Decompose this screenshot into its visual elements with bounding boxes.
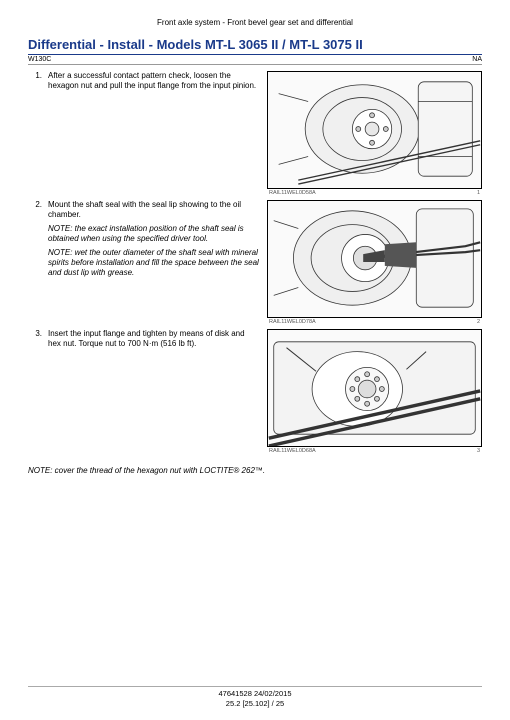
- step-para: Mount the shaft seal with the seal lip s…: [48, 200, 259, 220]
- page-header: Front axle system - Front bevel gear set…: [28, 18, 482, 27]
- page-footer: 47641528 24/02/2015 25.2 [25.102] / 25: [28, 686, 482, 708]
- figure-num: 2: [477, 319, 480, 325]
- footer-line2: 25.2 [25.102] / 25: [28, 699, 482, 708]
- step-text: After a successful contact pattern check…: [48, 71, 259, 196]
- step-para: Insert the input flange and tighten by m…: [48, 329, 259, 349]
- step-text: Insert the input flange and tighten by m…: [48, 329, 259, 454]
- step-number: 1.: [28, 71, 42, 196]
- figure-3: [267, 329, 482, 447]
- figure-2: [267, 200, 482, 318]
- subbar-left: W130C: [28, 56, 51, 63]
- step-3: 3. Insert the input flange and tighten b…: [28, 329, 482, 454]
- bottom-note: NOTE: cover the thread of the hexagon nu…: [28, 466, 482, 475]
- footer-line1: 47641528 24/02/2015: [28, 689, 482, 698]
- step-note: NOTE: wet the outer diameter of the shaf…: [48, 248, 259, 278]
- step-2: 2. Mount the shaft seal with the seal li…: [28, 200, 482, 325]
- step-number: 2.: [28, 200, 42, 325]
- step-text: Mount the shaft seal with the seal lip s…: [48, 200, 259, 325]
- figure-ref: RAIL11WEL0D78A: [269, 319, 316, 325]
- step-1: 1. After a successful contact pattern ch…: [28, 71, 482, 196]
- step-number: 3.: [28, 329, 42, 454]
- sub-bar: W130C NA: [28, 56, 482, 65]
- figure-1: [267, 71, 482, 189]
- step-note: NOTE: the exact installation position of…: [48, 224, 259, 244]
- figure-num: 3: [477, 448, 480, 454]
- figure-ref: RAIL11WEL0D68A: [269, 448, 316, 454]
- step-para: After a successful contact pattern check…: [48, 71, 259, 91]
- page-title: Differential - Install - Models MT-L 306…: [28, 37, 482, 55]
- subbar-right: NA: [472, 56, 482, 63]
- figure-num: 1: [477, 190, 480, 196]
- figure-ref: RAIL11WEL0D58A: [269, 190, 316, 196]
